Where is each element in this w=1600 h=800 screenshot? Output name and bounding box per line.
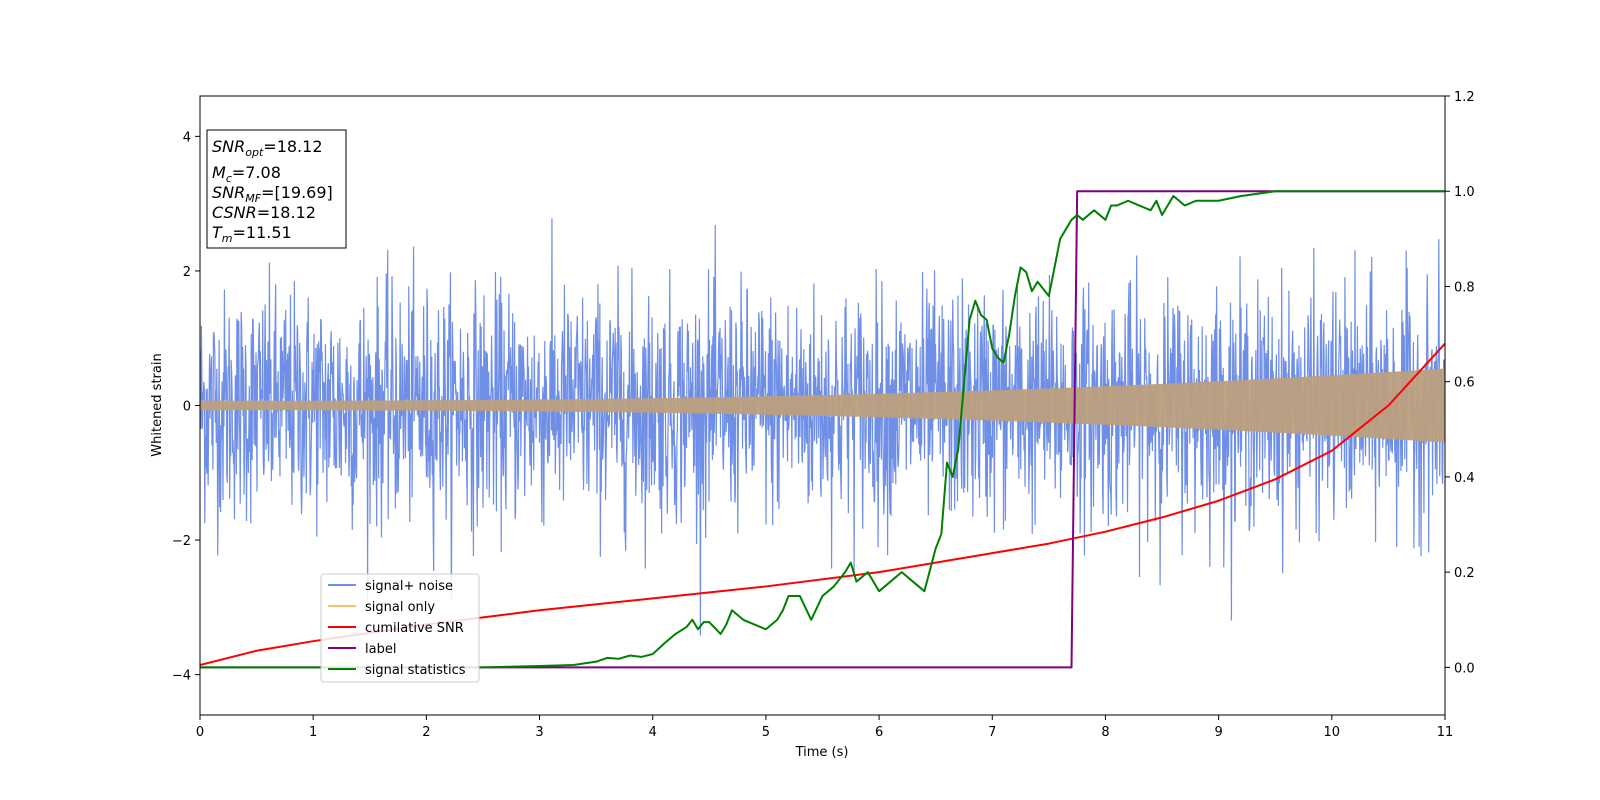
annotation-tm: Tm=11.51 [212,223,292,245]
annotation-csnr: CSNR=18.12 [212,203,316,222]
y-left-tick-label: −4 [172,669,191,684]
annotation-frame [206,129,347,249]
y-left-tick-label: 4 [183,130,191,145]
y-axis-left: 4 2 0 −2 −4 [172,130,200,684]
series-signal-statistics [200,190,1445,669]
y-right-tick-label: 0.2 [1454,566,1475,581]
x-tick-label: 2 [422,725,430,740]
x-axis: 0 1 2 3 4 5 6 7 8 9 10 11 [196,715,1453,740]
x-tick-label: 4 [649,725,657,740]
legend-frame [320,573,480,683]
y-right-tick-label: 0.4 [1454,471,1475,486]
legend-label-signal-only: signal only [365,600,435,615]
x-tick-label: 7 [988,725,996,740]
annotation-snr-mf: SNRMF=[19.69] [212,183,333,205]
legend-label-cumulative-snr: cumilative SNR [365,621,464,636]
y-right-tick-label: 1.0 [1454,185,1475,200]
legend: signal+ noise signal only cumilative SNR… [320,573,480,683]
y-right-tick-label: 1.2 [1454,90,1475,105]
x-tick-label: 0 [196,725,204,740]
x-tick-label: 10 [1324,725,1341,740]
x-tick-label: 3 [535,725,543,740]
x-tick-label: 5 [762,725,770,740]
x-tick-label: 9 [1214,725,1222,740]
x-tick-label: 1 [309,725,317,740]
y-left-tick-label: −2 [172,534,191,549]
series-signal-only [200,368,1445,443]
y-axis-label: Whitened strain [150,353,165,456]
x-tick-label: 8 [1101,725,1109,740]
x-tick-label: 6 [875,725,883,740]
legend-label-signal-noise: signal+ noise [365,579,453,594]
x-tick-label: 11 [1437,725,1454,740]
series-label [200,190,1445,669]
y-left-tick-label: 0 [183,400,191,415]
annotation-snr-opt: SNRopt=18.12 [212,137,323,159]
legend-label-label: label [365,642,396,657]
annotation-box: SNRopt=18.12 Mc=7.08 SNRMF=[19.69] CSNR=… [206,129,347,249]
y-right-tick-label: 0.0 [1454,661,1475,676]
y-axis-right: 1.2 1.0 0.8 0.6 0.4 0.2 0.0 [1445,90,1475,676]
y-left-tick-label: 2 [183,265,191,280]
legend-label-signal-statistics: signal statistics [365,663,466,678]
x-axis-label: Time (s) [795,745,849,760]
y-right-tick-label: 0.8 [1454,280,1475,295]
annotation-mc: Mc=7.08 [212,163,281,185]
y-right-tick-label: 0.6 [1454,376,1475,391]
